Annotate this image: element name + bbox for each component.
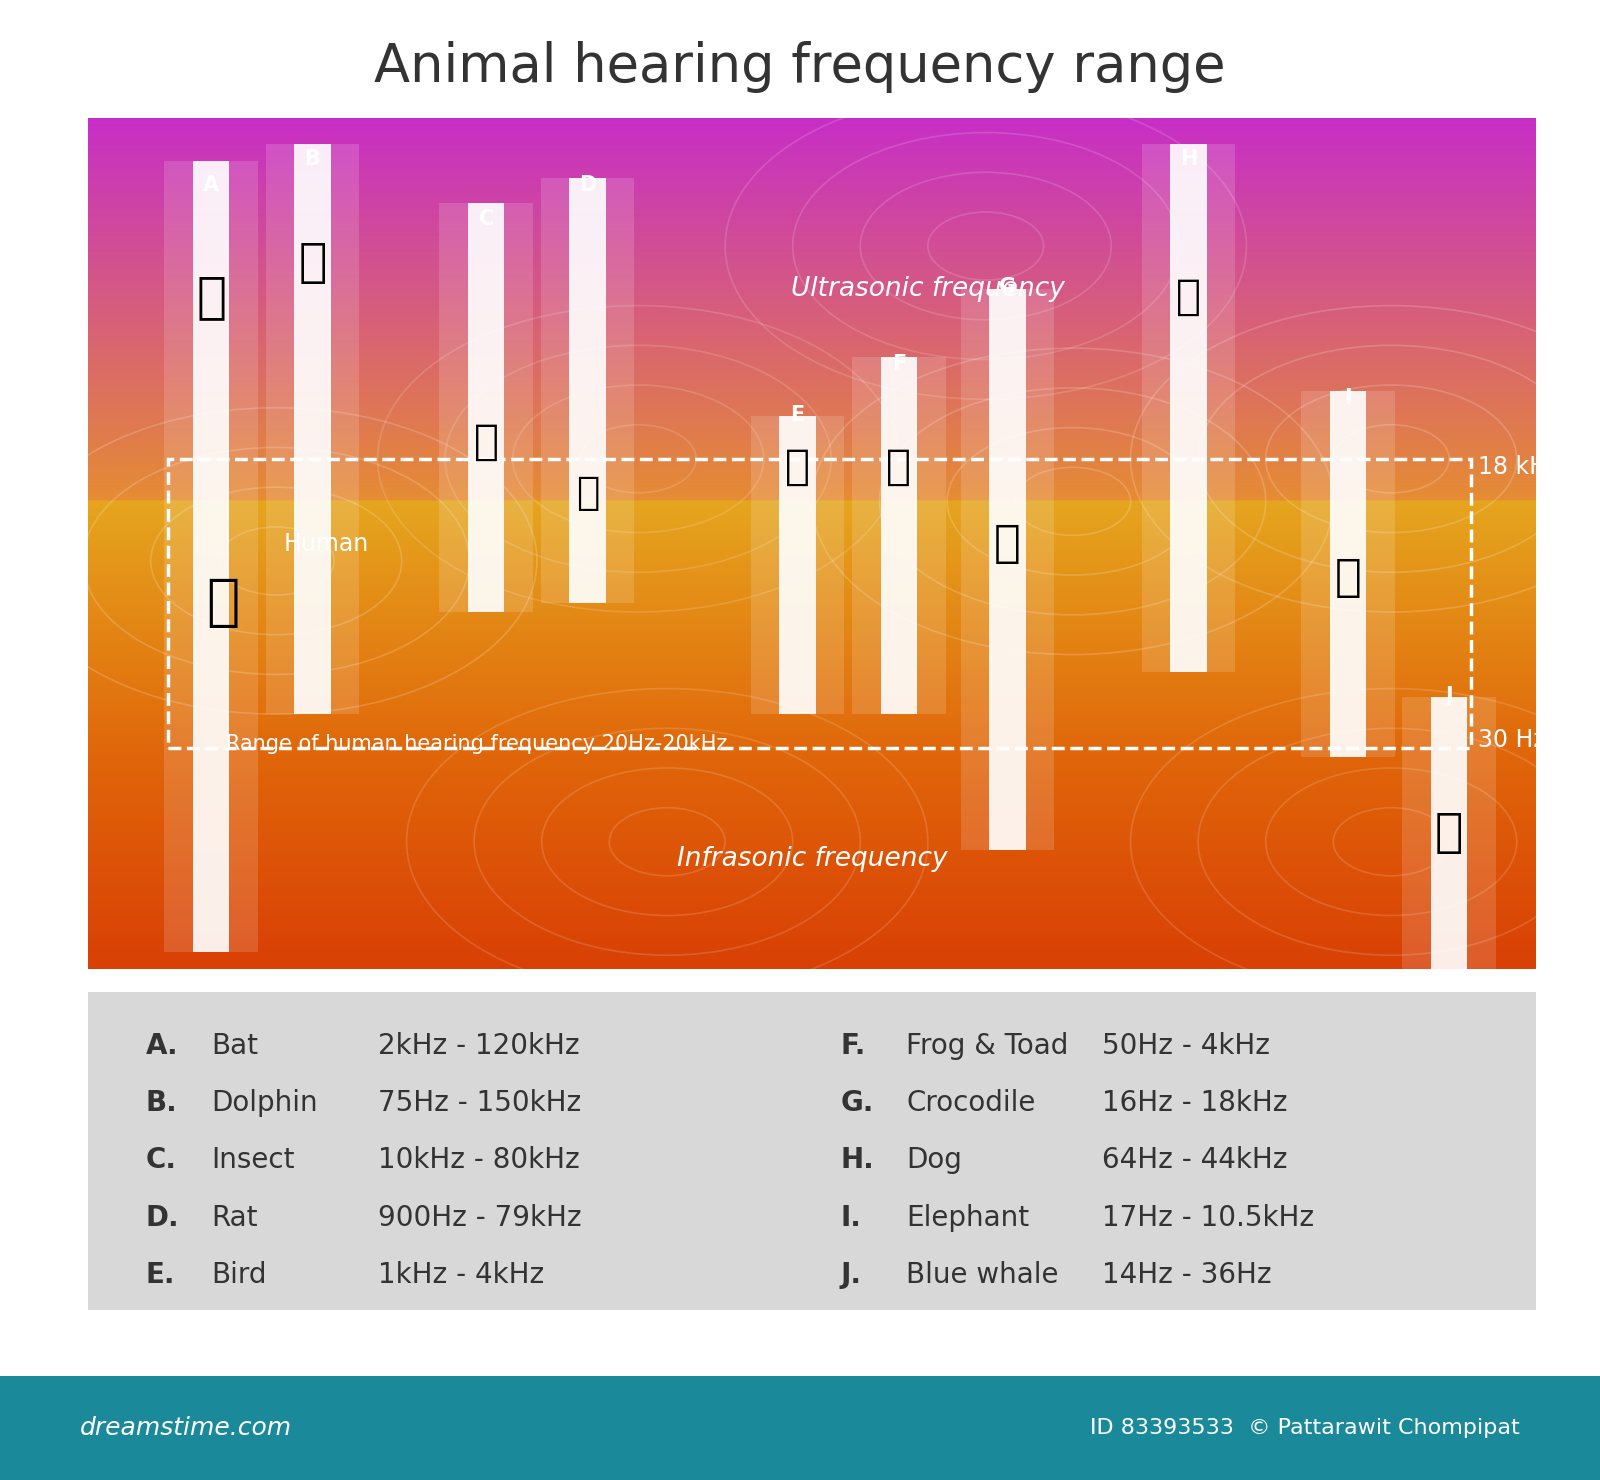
Text: Insect: Insect <box>211 1146 294 1174</box>
Text: dreamstime.com: dreamstime.com <box>80 1416 293 1440</box>
FancyBboxPatch shape <box>467 203 504 613</box>
Text: H.: H. <box>842 1146 875 1174</box>
Text: J.: J. <box>842 1261 862 1289</box>
FancyBboxPatch shape <box>541 178 635 604</box>
FancyBboxPatch shape <box>1141 144 1235 672</box>
Text: 18 kHz: 18 kHz <box>1478 456 1560 480</box>
Text: Human: Human <box>283 531 368 556</box>
Text: Range of human hearing frequency 20Hz-20kHz: Range of human hearing frequency 20Hz-20… <box>226 734 726 753</box>
FancyBboxPatch shape <box>779 416 816 713</box>
Text: Animal hearing frequency range: Animal hearing frequency range <box>374 40 1226 93</box>
Text: A: A <box>203 175 219 195</box>
Text: 16Hz - 18kHz: 16Hz - 18kHz <box>1101 1089 1286 1117</box>
Text: Bat: Bat <box>211 1032 258 1060</box>
Text: 🐀: 🐀 <box>576 474 600 512</box>
FancyBboxPatch shape <box>194 161 229 953</box>
Text: Rat: Rat <box>211 1203 258 1231</box>
Text: 🦅: 🦅 <box>786 447 810 488</box>
Text: Dog: Dog <box>906 1146 962 1174</box>
Text: 30 Hz: 30 Hz <box>1478 728 1546 752</box>
Text: Blue whale: Blue whale <box>906 1261 1059 1289</box>
Text: B.: B. <box>146 1089 178 1117</box>
Text: 10kHz - 80kHz: 10kHz - 80kHz <box>378 1146 579 1174</box>
Text: J: J <box>1445 685 1453 706</box>
FancyBboxPatch shape <box>750 416 845 713</box>
Text: G.: G. <box>842 1089 874 1117</box>
Text: 🐕: 🐕 <box>1176 277 1202 318</box>
FancyBboxPatch shape <box>570 178 606 604</box>
FancyBboxPatch shape <box>851 357 946 713</box>
Text: 🐦: 🐦 <box>886 447 912 488</box>
Text: 2kHz - 120kHz: 2kHz - 120kHz <box>378 1032 579 1060</box>
FancyBboxPatch shape <box>440 203 533 613</box>
Text: F: F <box>891 354 906 373</box>
Text: I: I <box>1344 388 1352 407</box>
FancyBboxPatch shape <box>165 161 258 953</box>
FancyBboxPatch shape <box>880 357 917 713</box>
Text: Elephant: Elephant <box>906 1203 1029 1231</box>
Text: 🐊: 🐊 <box>994 522 1021 565</box>
Text: A.: A. <box>146 1032 179 1060</box>
Text: F.: F. <box>842 1032 866 1060</box>
Text: ID 83393533  © Pattarawit Chompipat: ID 83393533 © Pattarawit Chompipat <box>1090 1418 1520 1439</box>
FancyBboxPatch shape <box>294 144 331 713</box>
Text: B: B <box>304 149 320 169</box>
Text: Frog & Toad: Frog & Toad <box>906 1032 1069 1060</box>
Text: 1kHz - 4kHz: 1kHz - 4kHz <box>378 1261 544 1289</box>
Text: 17Hz - 10.5kHz: 17Hz - 10.5kHz <box>1101 1203 1314 1231</box>
Text: D: D <box>579 175 597 195</box>
Text: 🦇: 🦇 <box>197 274 226 321</box>
Text: Bird: Bird <box>211 1261 267 1289</box>
Text: C: C <box>478 209 494 229</box>
Text: E.: E. <box>146 1261 176 1289</box>
Text: C.: C. <box>146 1146 178 1174</box>
Text: 64Hz - 44kHz: 64Hz - 44kHz <box>1101 1146 1286 1174</box>
Text: 🦗: 🦗 <box>474 420 499 463</box>
Text: I.: I. <box>842 1203 862 1231</box>
FancyBboxPatch shape <box>960 289 1054 850</box>
Text: 🐘: 🐘 <box>1334 556 1362 599</box>
Text: 🐬: 🐬 <box>298 241 326 286</box>
Text: 🐳: 🐳 <box>1435 811 1464 855</box>
Text: Dolphin: Dolphin <box>211 1089 318 1117</box>
FancyBboxPatch shape <box>1301 391 1395 756</box>
Text: 🧍: 🧍 <box>206 577 240 630</box>
Text: E: E <box>790 404 805 425</box>
Text: Crocodile: Crocodile <box>906 1089 1035 1117</box>
FancyBboxPatch shape <box>1170 144 1206 672</box>
Text: 900Hz - 79kHz: 900Hz - 79kHz <box>378 1203 581 1231</box>
Bar <box>168 459 1470 747</box>
Text: Infrasonic frequency: Infrasonic frequency <box>677 845 947 872</box>
Text: 50Hz - 4kHz: 50Hz - 4kHz <box>1101 1032 1270 1060</box>
FancyBboxPatch shape <box>266 144 360 713</box>
Text: 14Hz - 36Hz: 14Hz - 36Hz <box>1101 1261 1272 1289</box>
FancyBboxPatch shape <box>1402 697 1496 969</box>
Text: Ultrasonic frequency: Ultrasonic frequency <box>790 275 1064 302</box>
FancyBboxPatch shape <box>1330 391 1366 756</box>
Text: H: H <box>1179 149 1197 169</box>
Text: 75Hz - 150kHz: 75Hz - 150kHz <box>378 1089 581 1117</box>
Text: D.: D. <box>146 1203 179 1231</box>
FancyBboxPatch shape <box>1430 697 1467 969</box>
Text: G: G <box>998 277 1016 297</box>
FancyBboxPatch shape <box>989 289 1026 850</box>
